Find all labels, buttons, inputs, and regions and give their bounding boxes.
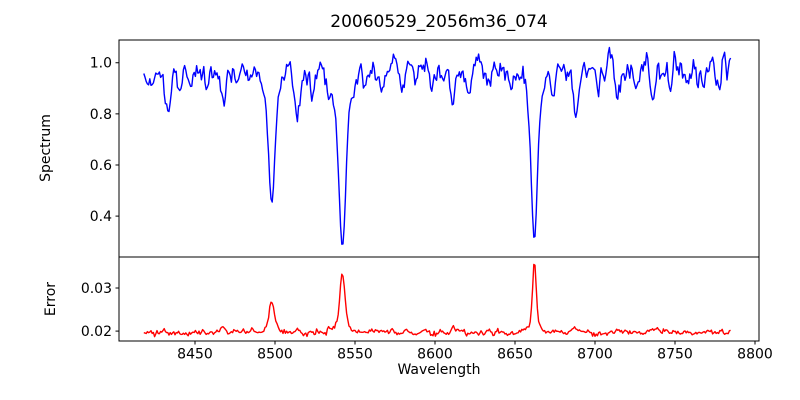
error-line: [143, 263, 731, 338]
x-tick-label: 8650: [497, 347, 533, 363]
y-tick-label: 0.8: [90, 107, 112, 123]
spectrum-ylabel: Spectrum: [38, 114, 54, 182]
error-panel: 0.03 0.02 8450 8500 8550 8600 8650 8700 8750 8800: [81, 256, 773, 363]
error-frame: [118, 256, 760, 342]
y-tick-label: 0.6: [90, 158, 112, 174]
x-tick-label: 8500: [257, 347, 293, 363]
spectrum-line: [143, 46, 732, 245]
x-tick-label: 8800: [737, 347, 773, 363]
spectrum-panel: 1.0 0.8 0.6 0.4: [90, 39, 760, 258]
x-tick-label: 8600: [417, 347, 453, 363]
wavelength-xlabel: Wavelength: [397, 362, 481, 378]
x-tick-label: 8700: [577, 347, 613, 363]
y-tick-label: 1.0: [90, 56, 112, 72]
error-ylabel: Error: [43, 281, 59, 317]
x-tick-label: 8450: [177, 347, 213, 363]
x-tick-label: 8750: [657, 347, 693, 363]
plot-title: 20060529_2056m36_074: [330, 12, 548, 32]
y-tick-label: 0.4: [90, 209, 112, 225]
x-tick-label: 8550: [337, 347, 373, 363]
y-tick-label: 0.02: [81, 324, 112, 340]
y-tick-label: 0.03: [81, 281, 112, 297]
